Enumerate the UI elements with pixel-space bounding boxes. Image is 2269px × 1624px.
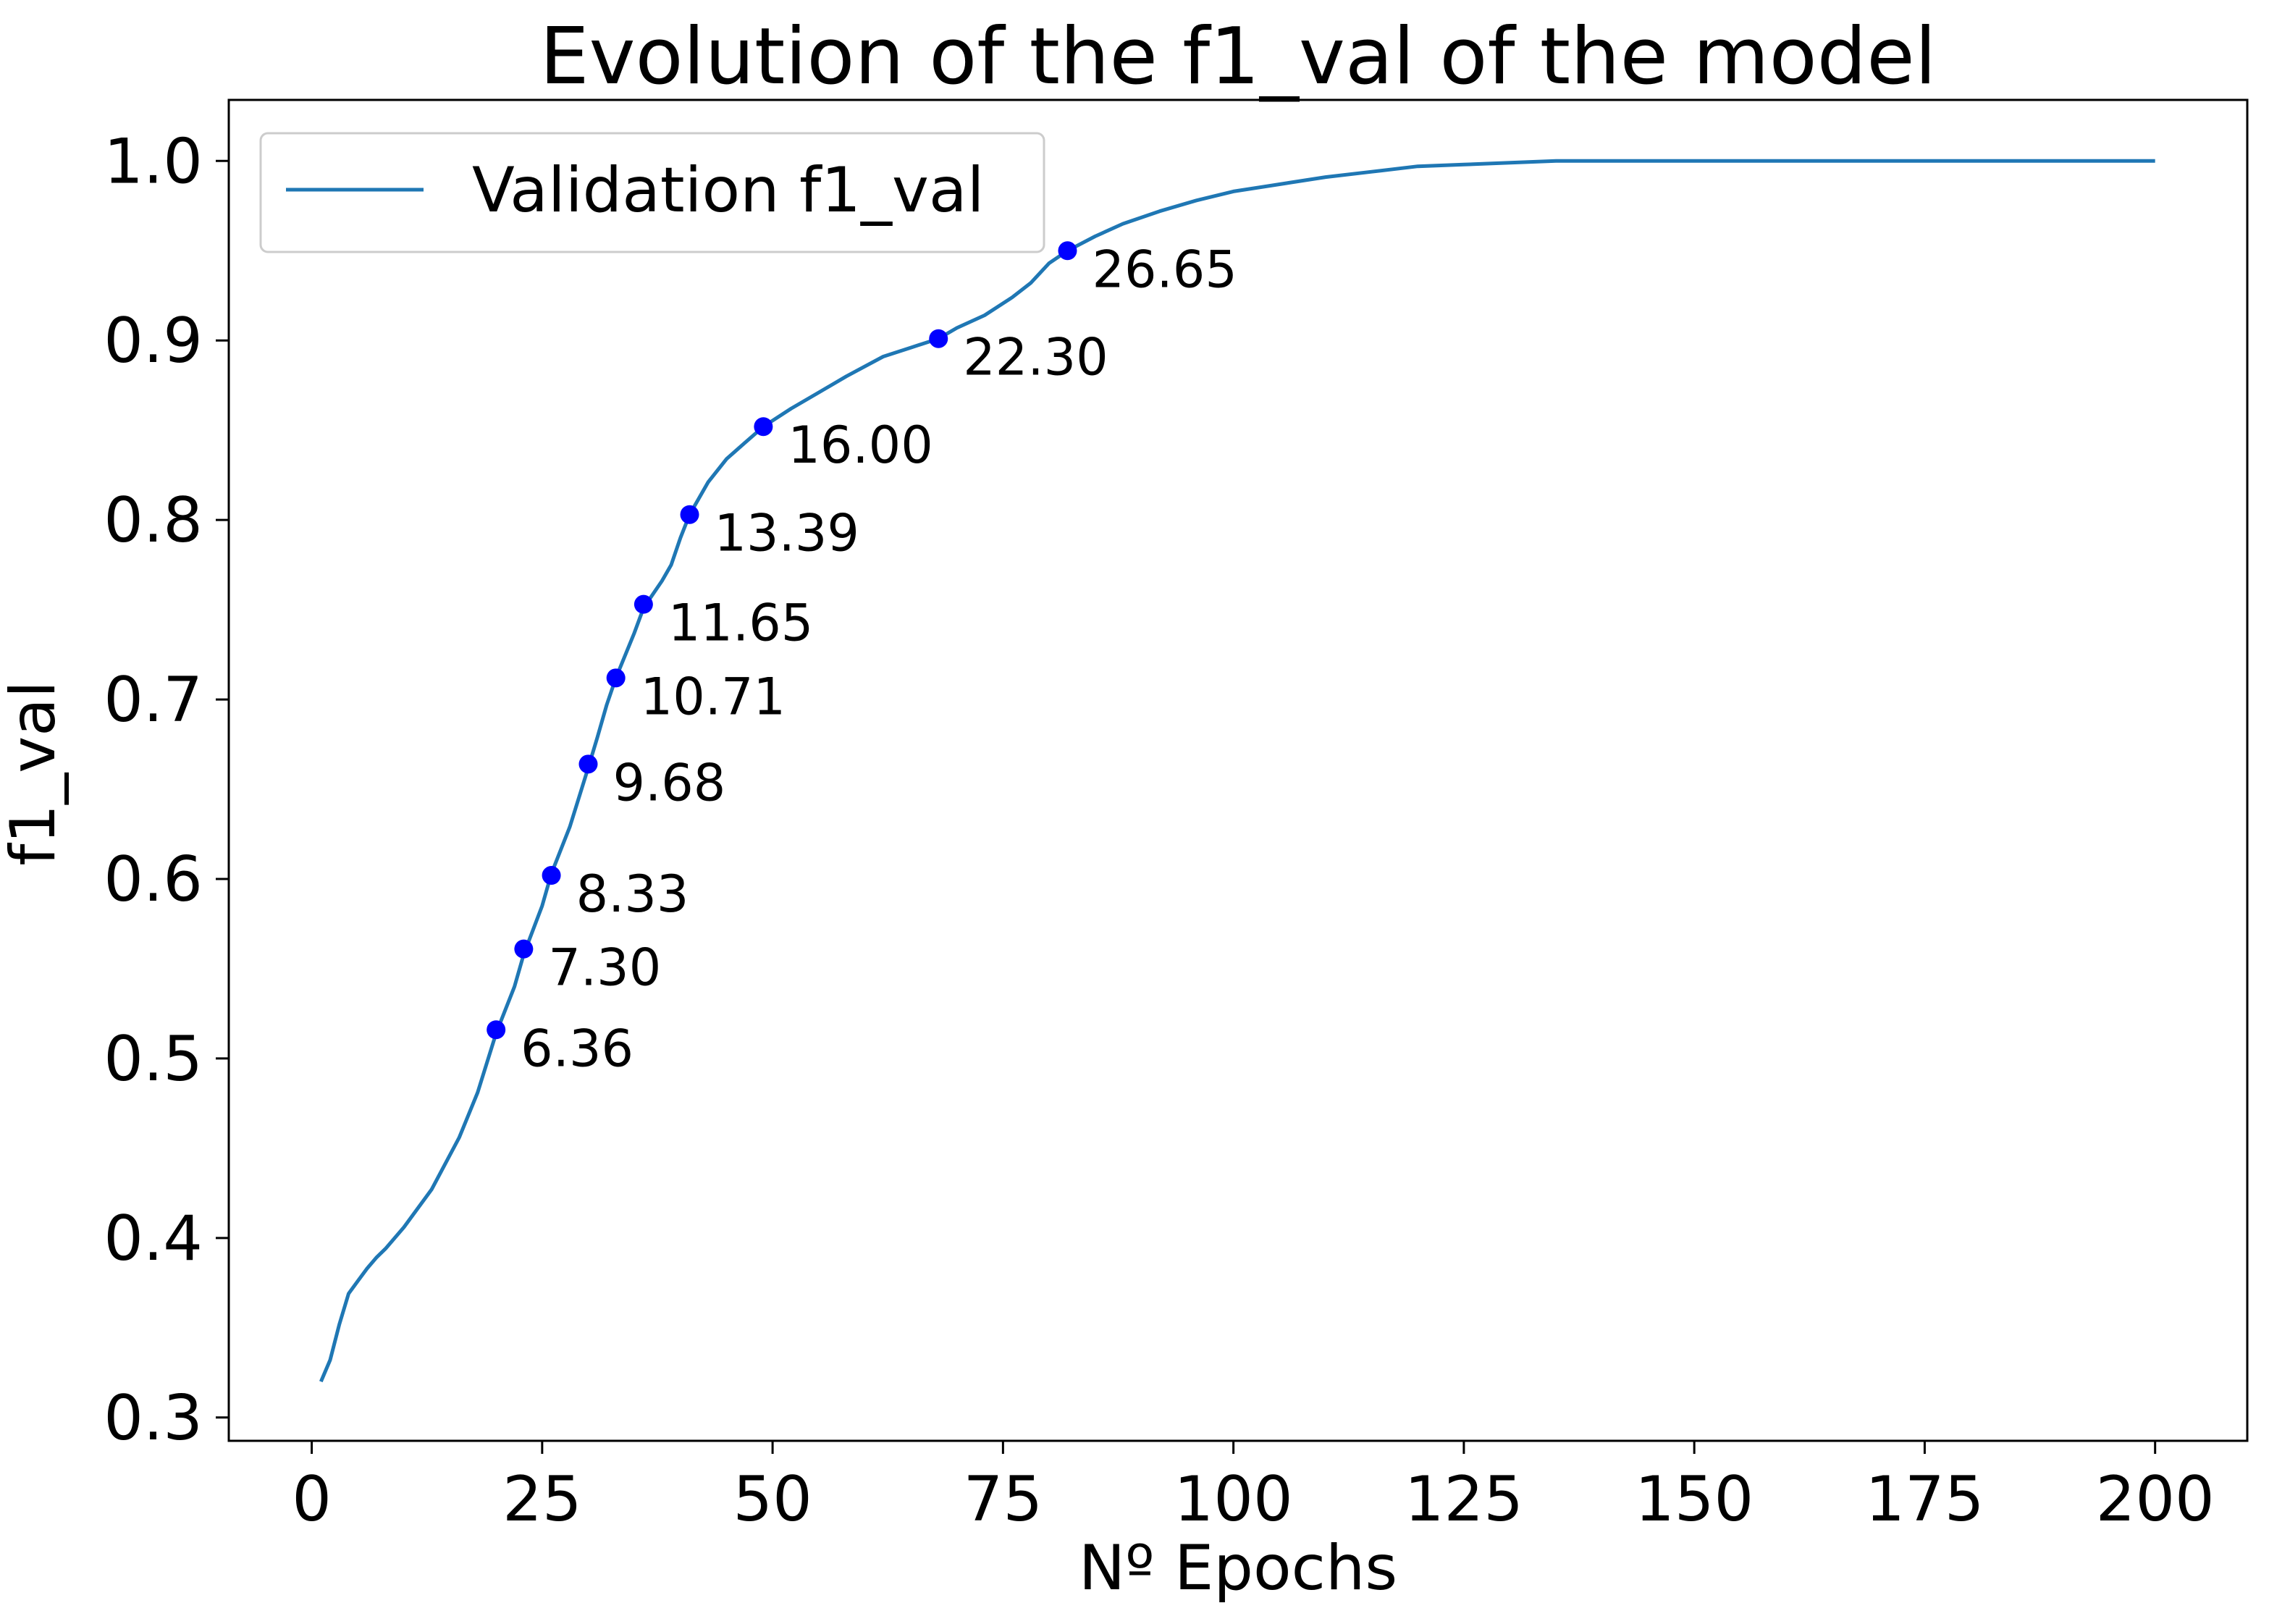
data-point-label: 7.30 bbox=[548, 938, 661, 998]
plot-frame bbox=[227, 98, 2249, 1442]
x-axis-ticks: 0 25 50 75 100 125 150 175 200 bbox=[292, 1441, 2215, 1536]
data-point-marker bbox=[578, 754, 598, 774]
data-point-marker bbox=[487, 1020, 506, 1040]
x-tick-label: 175 bbox=[1865, 1463, 1984, 1536]
legend-box bbox=[259, 132, 1045, 253]
annotated-points: 6.36 7.30 8.33 9.68 10.71 11.65 13.39 16.00 22.3… bbox=[487, 240, 1237, 1078]
y-tick-label: 0.7 bbox=[104, 664, 203, 736]
x-tick-label: 200 bbox=[2096, 1463, 2215, 1536]
data-point-label: 11.65 bbox=[668, 594, 813, 653]
x-tick-label: 125 bbox=[1405, 1463, 1523, 1536]
chart-title: Evolution of the f1_val of the model bbox=[539, 12, 1936, 102]
y-tick-label: 1.0 bbox=[104, 125, 203, 198]
data-point-marker bbox=[542, 866, 561, 885]
data-point-marker bbox=[680, 505, 699, 524]
y-tick-label: 0.3 bbox=[104, 1382, 203, 1455]
y-tick-label: 0.9 bbox=[104, 305, 203, 377]
data-point-label: 8.33 bbox=[576, 864, 689, 924]
data-point-label: 26.65 bbox=[1092, 240, 1237, 299]
y-tick-label: 0.8 bbox=[104, 484, 203, 557]
data-point-marker bbox=[633, 594, 653, 614]
data-point-marker bbox=[606, 668, 626, 688]
x-tick-label: 100 bbox=[1174, 1463, 1293, 1536]
x-tick-label: 75 bbox=[964, 1463, 1043, 1536]
x-tick-label: 25 bbox=[502, 1463, 581, 1536]
data-point-marker bbox=[1058, 241, 1077, 261]
legend: Validation f1_val bbox=[259, 132, 1045, 253]
data-point-label: 9.68 bbox=[612, 753, 725, 812]
data-point-marker bbox=[929, 329, 948, 348]
data-point-label: 16.00 bbox=[788, 416, 933, 475]
data-point-marker bbox=[754, 417, 773, 437]
x-tick-label: 150 bbox=[1635, 1463, 1754, 1536]
legend-entry-validation: Validation f1_val bbox=[472, 154, 984, 227]
y-axis-ticks: 0.3 0.4 0.5 0.6 0.7 0.8 0.9 1.0 bbox=[104, 125, 229, 1455]
x-axis-label: Nº Epochs bbox=[1079, 1532, 1397, 1604]
x-tick-label: 50 bbox=[733, 1463, 812, 1536]
data-point-label: 13.39 bbox=[715, 504, 859, 563]
y-tick-label: 0.6 bbox=[104, 843, 203, 916]
data-point-label: 10.71 bbox=[641, 667, 786, 726]
data-point-label: 22.30 bbox=[963, 328, 1108, 387]
y-tick-label: 0.4 bbox=[104, 1203, 203, 1275]
data-point-label: 6.36 bbox=[521, 1019, 633, 1078]
x-tick-label: 0 bbox=[292, 1463, 332, 1536]
data-point-marker bbox=[514, 939, 534, 959]
y-tick-label: 0.5 bbox=[104, 1023, 203, 1095]
y-axis-label: f1_val bbox=[0, 681, 70, 865]
